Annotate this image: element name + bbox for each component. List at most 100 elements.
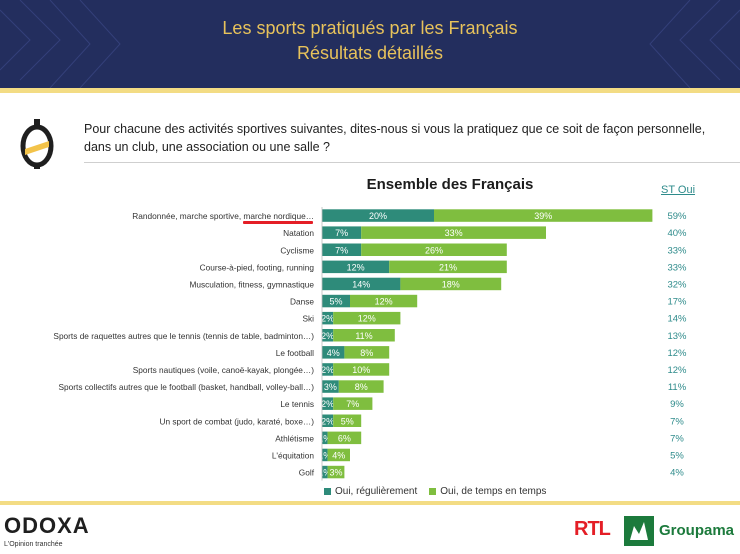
category-label: Le football — [276, 348, 314, 358]
data-label: 5% — [341, 416, 354, 426]
data-label: 4% — [327, 348, 340, 358]
data-label: 2% — [321, 365, 334, 375]
odoxa-logo: ODOXA — [4, 513, 90, 538]
bar-temps — [333, 414, 362, 427]
bar-regulier — [322, 448, 328, 462]
data-label: 7% — [335, 228, 348, 238]
data-label: 4% — [332, 450, 345, 460]
total-label: 17% — [667, 297, 687, 308]
bar-regulier — [322, 294, 350, 308]
bar-regulier — [322, 260, 390, 274]
legend-swatch-regulier — [324, 488, 331, 495]
total-label: 33% — [667, 245, 687, 256]
bar-temps — [327, 465, 345, 479]
data-label: 6% — [338, 433, 351, 443]
category-label: Course-à-pied, footing, running — [200, 262, 315, 272]
category-label: Danse — [290, 297, 314, 307]
category-label: Sports nautiques (voile, canoë-kayak, pl… — [133, 365, 314, 375]
total-label: 12% — [667, 365, 687, 376]
data-label: 8% — [360, 348, 373, 358]
question-text: Pour chacune des activités sportives sui… — [84, 122, 706, 154]
category-label: Randonnée, marche sportive, marche nordi… — [132, 211, 314, 221]
total-label: 7% — [670, 433, 684, 444]
bar-regulier — [322, 209, 434, 222]
bar-temps — [400, 277, 502, 291]
total-label: 9% — [670, 399, 684, 410]
legend-item-regulier: Oui, régulièrement — [324, 486, 417, 497]
data-label: 1% — [318, 450, 331, 460]
data-label: 12% — [358, 314, 376, 324]
bar-temps — [333, 363, 390, 376]
bar-regulier — [322, 226, 362, 239]
bar-temps — [327, 448, 350, 462]
bar-temps — [434, 209, 653, 222]
data-label: 12% — [375, 297, 393, 307]
data-label: 39% — [534, 211, 552, 221]
bar-regulier — [322, 311, 334, 325]
title-line-2: Résultats détaillés — [296, 43, 444, 63]
data-label: 12% — [347, 262, 365, 272]
category-label: Golf — [299, 468, 315, 478]
legend-label-temps: Oui, de temps en temps — [440, 486, 547, 497]
bar-temps — [344, 346, 390, 359]
bar-regulier — [322, 346, 345, 359]
legend-swatch-temps — [429, 488, 437, 495]
bar-temps — [333, 311, 401, 325]
total-label: 7% — [670, 416, 684, 427]
bar-temps — [333, 329, 395, 342]
bar-regulier — [322, 431, 328, 445]
total-label: 32% — [667, 279, 687, 290]
legend-item-temps: Oui, de temps en temps — [429, 486, 546, 497]
chart-title: Ensemble des Français — [366, 176, 534, 193]
bar-temps — [327, 431, 362, 445]
data-label: 7% — [335, 245, 348, 255]
data-label: 20% — [369, 211, 387, 221]
category-label: L'équitation — [272, 450, 315, 460]
total-label: 4% — [670, 468, 684, 479]
bar-temps — [338, 380, 384, 393]
footer-divider — [0, 501, 740, 505]
header-pattern — [0, 0, 740, 88]
bar-regulier — [322, 329, 334, 342]
data-label: 2% — [321, 399, 334, 409]
data-label: 11% — [355, 331, 372, 341]
category-label: Sports collectifs autres que le football… — [59, 382, 315, 392]
category-label: Cyclisme — [280, 245, 314, 255]
data-label: 7% — [346, 399, 359, 409]
page-title: Les sports pratiqués par les Français Ré… — [0, 16, 740, 66]
bar-temps — [361, 226, 546, 239]
total-label: 33% — [667, 262, 687, 273]
data-label: 14% — [352, 279, 370, 289]
data-label: 2% — [321, 331, 334, 341]
bar-temps — [350, 294, 418, 308]
question-divider — [84, 162, 740, 163]
bar-regulier — [322, 277, 401, 291]
bar-regulier — [322, 243, 362, 256]
data-label: 1% — [318, 468, 331, 478]
data-label: 8% — [355, 382, 368, 392]
data-label: 21% — [439, 262, 457, 272]
red-underline-mark — [243, 221, 313, 224]
total-label: 11% — [668, 382, 687, 393]
data-label: 3% — [329, 468, 342, 478]
total-label: 13% — [667, 331, 687, 342]
category-label: Natation — [283, 228, 314, 238]
bar-temps — [361, 243, 507, 256]
bar-temps — [333, 397, 373, 410]
bar-temps — [389, 260, 507, 274]
stacked-bar-chart: Randonnée, marche sportive, marche nordi… — [53, 207, 687, 481]
data-label: 10% — [352, 365, 370, 375]
data-label: 18% — [442, 279, 460, 289]
bar-regulier — [322, 397, 334, 410]
bar-regulier — [322, 363, 334, 376]
data-label: 1% — [318, 433, 331, 443]
data-label: 33% — [445, 228, 463, 238]
data-label: 2% — [321, 416, 334, 426]
data-label: 5% — [329, 297, 342, 307]
data-label: 3% — [324, 382, 337, 392]
category-label: Un sport de combat (judo, karaté, boxe…) — [160, 416, 315, 426]
title-line-1: Les sports pratiqués par les Français — [222, 18, 518, 38]
header-banner: Les sports pratiqués par les Français Ré… — [0, 0, 740, 88]
total-label: 40% — [667, 228, 687, 239]
odoxa-question-icon — [20, 119, 54, 169]
